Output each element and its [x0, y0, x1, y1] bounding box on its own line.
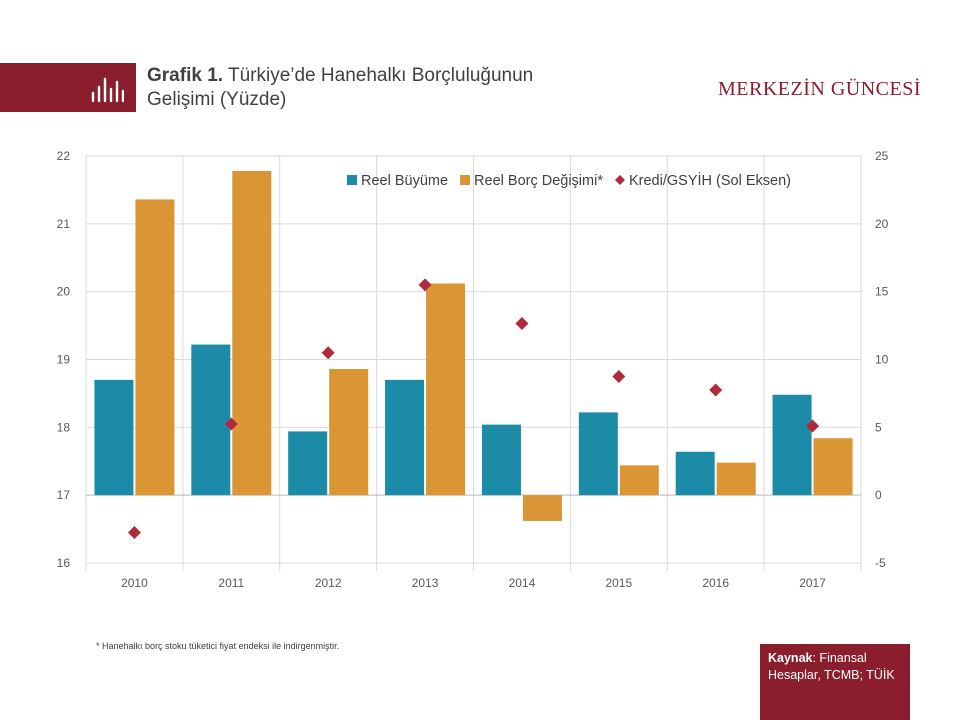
left-tick-label: 18	[57, 420, 71, 434]
bar-reel-borc-2015	[619, 465, 659, 496]
category-label: 2016	[702, 576, 729, 590]
right-tick-label: 10	[875, 353, 889, 367]
category-label: 2017	[799, 576, 826, 590]
title-text: Türkiye’de Hanehalkı Borçluluğunun	[227, 65, 534, 86]
left-tick-label: 21	[57, 217, 71, 231]
marker-kredi-gsyih-2014	[515, 317, 529, 331]
marker-kredi-gsyih-2010	[127, 525, 141, 539]
legend-swatch	[460, 175, 471, 185]
left-tick-label: 19	[57, 353, 71, 367]
right-tick-label: 0	[875, 488, 882, 502]
bar-reel-buyume-2010	[94, 379, 134, 496]
right-tick-label: 5	[875, 420, 882, 434]
legend-swatch	[347, 175, 357, 185]
category-label: 2014	[509, 576, 536, 590]
bar-reel-borc-2012	[329, 368, 369, 496]
category-label: 2012	[315, 576, 342, 590]
category-label: 2013	[412, 576, 439, 590]
brand-logo-text: MERKEZİN GÜNCESİ	[718, 78, 921, 100]
category-label: 2011	[218, 576, 244, 590]
legend-swatch	[614, 175, 625, 185]
right-tick-label: 20	[875, 217, 889, 231]
bar-reel-borc-2013	[426, 283, 466, 496]
bar-reel-buyume-2014	[481, 424, 521, 496]
legend-label: Reel Borç Değişimi*	[474, 173, 603, 189]
marker-kredi-gsyih-2012	[321, 346, 335, 360]
marker-kredi-gsyih-2015	[612, 369, 626, 383]
footnote: * Hanehalkı borç stoku tüketici fiyat en…	[96, 641, 340, 651]
left-tick-label: 16	[57, 556, 71, 570]
marker-kredi-gsyih-2011	[224, 417, 238, 431]
bar-reel-buyume-2016	[675, 451, 715, 496]
source-label: Kaynak	[768, 651, 813, 665]
right-tick-label: -5	[875, 556, 886, 570]
bar-reel-borc-2014	[522, 495, 562, 521]
bar-reel-buyume-2015	[578, 412, 618, 496]
bar-reel-borc-2011	[232, 170, 272, 496]
bar-reel-buyume-2011	[191, 344, 231, 496]
category-label: 2010	[121, 576, 148, 590]
source-text: : Finansal Hesaplar, TCMB; TÜİK	[768, 651, 895, 682]
bar-chart-icon	[91, 77, 124, 103]
chart-area: 16 17 18 19 20 21 22 -5 0 5 10 15 20 25 2010 2011 2012 20…	[57, 149, 889, 590]
title-line2: Gelişimi (Yüzde)	[147, 89, 287, 110]
bar-reel-buyume-2013	[385, 379, 425, 496]
left-tick-label: 22	[57, 149, 71, 163]
right-tick-label: 25	[875, 149, 889, 163]
category-label: 2015	[605, 576, 632, 590]
left-tick-label: 20	[57, 285, 71, 299]
bar-reel-borc-2010	[135, 199, 175, 496]
bar-reel-buyume-2017	[772, 394, 812, 496]
legend-label: Kredi/GSYİH (Sol Eksen)	[629, 171, 791, 189]
bar-reel-borc-2016	[716, 462, 756, 496]
bar-reel-buyume-2012	[288, 431, 328, 496]
right-tick-label: 15	[875, 285, 889, 299]
chart-title: Grafik 1. Türkiye’de Hanehalkı Borçluluğ…	[147, 64, 687, 112]
title-bold: Grafik 1.	[147, 65, 224, 86]
marker-kredi-gsyih-2017	[806, 419, 820, 433]
marker-kredi-gsyih-2016	[709, 383, 723, 397]
bar-reel-borc-2017	[813, 438, 853, 496]
legend-label: Reel Büyüme	[361, 173, 448, 189]
header-band	[0, 63, 136, 112]
left-tick-label: 17	[57, 488, 71, 502]
marker-kredi-gsyih-2013	[418, 278, 432, 292]
source-box: Kaynak: Finansal Hesaplar, TCMB; TÜİK	[760, 644, 910, 720]
